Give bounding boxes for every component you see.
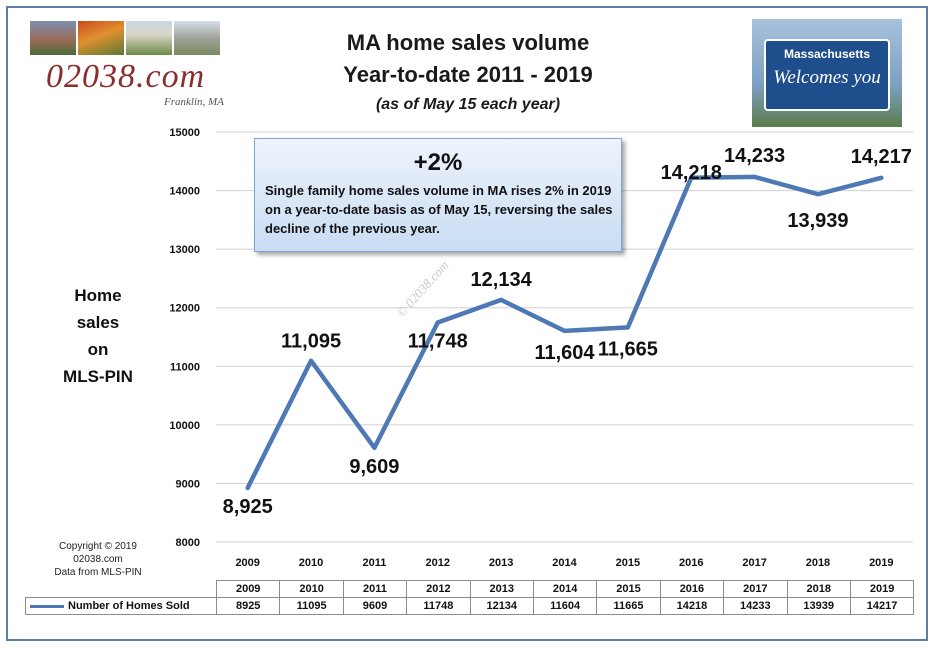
data-point	[562, 328, 567, 333]
data-table-header-row: 2009 2010 2011 2012 2013 2014 2015 2016 2017 2018…	[26, 580, 915, 598]
table-year-cell: 2016	[659, 580, 725, 598]
copyright-notice: Copyright © 2019 02038.com Data from MLS…	[30, 540, 166, 579]
data-point	[815, 192, 820, 197]
y-tick-label: 12000	[169, 303, 200, 315]
chart-subtitle-date: (as of May 15 each year)	[375, 96, 561, 113]
sign-welcome-text: Welcomes you	[773, 67, 881, 88]
table-value-cell: 8925	[215, 597, 281, 615]
data-label: 11,665	[598, 338, 658, 360]
table-value-cell: 13939	[786, 597, 851, 615]
table-year-cell: 2015	[596, 580, 661, 598]
site-logo-subtitle: Franklin, MA	[164, 96, 224, 108]
y-axis-label-line: MLS-PIN	[63, 367, 133, 386]
photo-statue	[174, 21, 220, 55]
x-tick-label: 2009	[235, 557, 259, 569]
sign-state-name: Massachusetts	[783, 47, 871, 61]
table-value-cell: 11665	[596, 597, 661, 615]
photo-town-building	[30, 21, 76, 55]
data-point	[499, 297, 504, 302]
copyright-site: 02038.com	[73, 554, 123, 565]
data-point	[689, 175, 694, 180]
data-label: 13,939	[787, 210, 848, 232]
table-year-cell: 2014	[532, 580, 598, 598]
chart-subtitle: Year-to-date 2011 - 2019	[343, 62, 593, 87]
x-tick-label: 2018	[806, 557, 830, 569]
table-value-cell: 11095	[279, 597, 344, 615]
data-label: 12,134	[471, 269, 533, 291]
site-logo: 02038.com	[46, 58, 206, 95]
chart-title: MA home sales volume	[346, 30, 590, 55]
y-tick-label: 11000	[170, 361, 200, 373]
legend-label: Number of Homes Sold	[68, 600, 190, 612]
data-table: 2009 2010 2011 2012 2013 2014 2015 2016 2017 2018…	[25, 580, 915, 615]
y-tick-label: 10000	[169, 420, 200, 432]
y-tick-label: 13000	[169, 244, 200, 256]
welcome-sign: Massachusetts Welcomes you	[764, 39, 890, 111]
table-value-cell: 11604	[532, 597, 598, 615]
data-point	[435, 320, 440, 325]
x-tick-label: 2011	[362, 557, 386, 569]
callout-box: +2% Single family home sales volume in M…	[254, 138, 622, 252]
data-label: 9,609	[349, 456, 399, 478]
data-label: 8,925	[223, 496, 273, 518]
massachusetts-welcome-sign-photo: Massachusetts Welcomes you	[752, 19, 902, 127]
table-year-cell: 2013	[469, 580, 534, 598]
data-point	[245, 485, 250, 490]
y-axis-label-line: Home	[74, 286, 122, 305]
data-point	[309, 358, 314, 363]
data-label: 11,604	[534, 342, 595, 364]
data-label: 14,217	[851, 146, 912, 168]
table-year-cell: 2011	[342, 580, 408, 598]
callout-headline: +2%	[413, 149, 463, 176]
table-year-cell: 2018	[786, 580, 851, 598]
x-tick-label: 2017	[742, 557, 766, 569]
header-photos	[30, 21, 222, 55]
table-year-cell: 2009	[215, 580, 281, 598]
data-point	[752, 174, 757, 179]
table-value-cell: 11748	[406, 597, 471, 615]
data-table-values-row: Number of Homes Sold 8925 11095 9609 11748 12…	[25, 597, 915, 615]
x-tick-label: 2019	[869, 557, 893, 569]
data-label: 11,748	[408, 330, 468, 352]
x-tick-label: 2014	[552, 557, 577, 569]
copyright-source: Data from MLS-PIN	[54, 567, 142, 578]
table-corner-cell	[26, 581, 217, 598]
copyright-line: Copyright © 2019	[59, 541, 137, 552]
watermark-text: © 02038.com	[393, 258, 451, 320]
table-value-cell: 14233	[723, 597, 788, 615]
legend-swatch	[30, 604, 64, 608]
y-tick-label: 8000	[176, 537, 200, 549]
x-tick-label: 2016	[679, 557, 703, 569]
data-point	[879, 175, 884, 180]
photo-town-common	[126, 21, 172, 55]
data-label: 14,218	[661, 162, 722, 184]
table-value-cell: 12134	[469, 597, 534, 615]
y-axis-label-line: sales	[76, 313, 120, 332]
data-point	[372, 445, 377, 450]
data-label: 11,095	[281, 331, 341, 353]
x-tick-label: 2012	[426, 557, 450, 569]
data-point	[625, 325, 630, 330]
table-legend-cell: Number of Homes Sold	[25, 597, 217, 615]
y-axis-label-line: on	[87, 340, 109, 359]
table-year-cell: 2019	[849, 580, 915, 598]
y-tick-label: 14000	[169, 186, 200, 198]
data-label: 14,233	[724, 145, 785, 167]
y-axis-label: Home sales on MLS-PIN	[48, 282, 148, 390]
y-tick-label: 9000	[176, 478, 200, 490]
table-value-cell: 9609	[342, 597, 408, 615]
table-year-cell: 2010	[279, 580, 344, 598]
y-tick-label: 15000	[169, 127, 200, 139]
table-value-cell: 14217	[849, 597, 915, 615]
table-value-cell: 14218	[659, 597, 725, 615]
table-year-cell: 2012	[406, 580, 471, 598]
photo-autumn-trees	[78, 21, 124, 55]
x-tick-label: 2015	[616, 557, 640, 569]
x-tick-label: 2010	[299, 557, 323, 569]
callout-text: Single family home sales volume in MA ri…	[265, 183, 613, 236]
x-tick-label: 2013	[489, 557, 513, 569]
table-year-cell: 2017	[723, 580, 788, 598]
